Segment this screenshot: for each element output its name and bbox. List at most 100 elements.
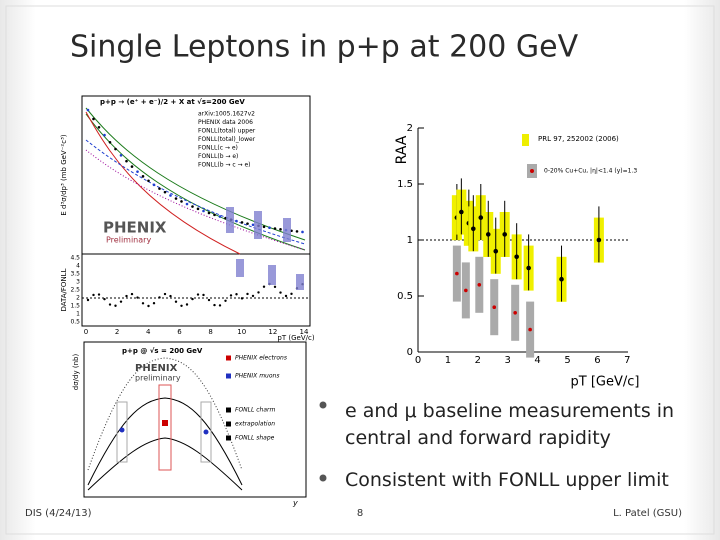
- spectrum-figure: p+p → (e⁺ + e⁻)/2 + X at √s=200 GeV PHEN…: [56, 93, 315, 345]
- data-point: [246, 222, 249, 225]
- data-point: [301, 230, 304, 234]
- raa-figure: RAA pT [GeV/c] PRL 97, 252002 (2006) 0-2…: [394, 123, 639, 390]
- ratio-point: [257, 291, 260, 294]
- y-axis-label: E d³σ/dp³ (mb GeV⁻²c³): [60, 134, 68, 216]
- curve: [85, 111, 241, 255]
- data-point: [162, 420, 168, 426]
- ratio-point: [262, 285, 266, 288]
- data-point: [485, 232, 491, 237]
- data-point: [455, 271, 459, 276]
- data-point: [141, 175, 145, 178]
- curve: [87, 437, 243, 491]
- ratio-point: [180, 304, 183, 307]
- legend-entry: PHENIX muons: [235, 373, 279, 380]
- x-tick-label: 0: [84, 328, 88, 336]
- x-tick-label: 1: [445, 355, 451, 366]
- ratio-tick-label: 2.5: [70, 287, 80, 294]
- data-point: [202, 209, 205, 213]
- ratio-point: [103, 297, 106, 301]
- ratio-point: [158, 296, 161, 299]
- ratio-point: [213, 303, 216, 307]
- curve: [85, 139, 306, 245]
- data-point: [180, 200, 183, 203]
- ratio-point: [169, 294, 172, 298]
- legend-entry: FONLL(total)_lower: [198, 136, 256, 143]
- data-point: [152, 183, 156, 187]
- x-tick-label: 2: [115, 328, 119, 336]
- data-point: [163, 190, 167, 194]
- data-point: [240, 221, 244, 224]
- ratio-tick-label: 0.5: [70, 319, 80, 326]
- y-tick-label: 1.5: [397, 179, 413, 190]
- data-point: [103, 133, 106, 137]
- curve: [87, 397, 243, 486]
- legend-marker: [530, 169, 534, 173]
- legend-marker: [226, 407, 231, 413]
- legend-swatch: [522, 134, 529, 146]
- x-tick-label: 8: [208, 328, 212, 336]
- data-point: [459, 209, 464, 215]
- legend-entry: arXiv:1005.1627v2: [198, 111, 255, 118]
- data-point: [158, 187, 161, 190]
- legend-marker: [226, 373, 231, 379]
- ratio-point: [174, 300, 178, 303]
- ratio-tick-label: 1: [76, 311, 80, 318]
- data-point: [125, 159, 128, 163]
- legend-entry: FONLL(b → c → e): [198, 162, 251, 169]
- x-tick-label: 7: [624, 355, 630, 366]
- data-point: [493, 248, 499, 254]
- data-point: [596, 237, 602, 243]
- logo-sub: Preliminary: [106, 236, 151, 245]
- ratio-point: [185, 303, 189, 306]
- data-point: [147, 179, 150, 183]
- y-tick-label: 1: [407, 235, 413, 246]
- slide-title: Single Leptons in p+p at 200 GeV: [70, 30, 579, 65]
- error-box: [226, 207, 234, 233]
- data-point: [279, 228, 282, 231]
- data-point: [169, 194, 172, 197]
- data-point: [295, 230, 299, 233]
- data-point: [119, 154, 123, 157]
- figure-header: p+p → (e⁺ + e⁻)/2 + X at √s=200 GeV: [100, 98, 245, 106]
- data-point: [92, 117, 95, 121]
- data-point: [513, 311, 517, 315]
- logo: PHENIX: [103, 219, 167, 237]
- legend-entry: FONLL(c → e): [198, 145, 238, 152]
- x-tick-label: 6: [177, 328, 182, 336]
- footer-center: 8: [357, 508, 363, 519]
- data-point: [273, 227, 277, 230]
- y-axis-label: RAA: [394, 135, 410, 164]
- plot-frame: [83, 341, 307, 498]
- legend-entry: FONLL shape: [235, 435, 275, 442]
- legend: PHENIX electrons PHENIX muons FONLL charm e…: [226, 355, 287, 442]
- error-box: [116, 401, 128, 463]
- ratio-point: [152, 302, 156, 305]
- ratio-frame: [81, 253, 311, 327]
- curve: [87, 357, 243, 471]
- ratio-point: [130, 292, 134, 296]
- data-point: [559, 276, 564, 282]
- ratio-point: [196, 293, 200, 296]
- data-point: [502, 232, 508, 237]
- ratio-point: [86, 298, 90, 302]
- bullet-text: e and μ baseline measurements in central …: [345, 400, 674, 449]
- error-box: [296, 274, 304, 290]
- data-point: [196, 207, 200, 211]
- data-point: [203, 429, 209, 435]
- legend-entry: FONLL(b → e): [198, 153, 238, 160]
- ratio-point: [235, 293, 238, 296]
- ratio-point: [136, 296, 139, 299]
- x-tick-label: 4: [534, 355, 540, 366]
- logo-sub: preliminary: [135, 374, 181, 383]
- data-point: [191, 205, 194, 208]
- legend-entry: PHENIX data 2006: [198, 119, 253, 126]
- error-box: [268, 265, 276, 285]
- ratio-point: [246, 292, 249, 296]
- data-point: [130, 165, 134, 168]
- data-point: [114, 147, 117, 151]
- error-box: [254, 211, 262, 239]
- bullet-dot: [319, 474, 327, 482]
- legend-entry: PHENIX electrons: [235, 355, 287, 362]
- ratio-point: [163, 292, 167, 296]
